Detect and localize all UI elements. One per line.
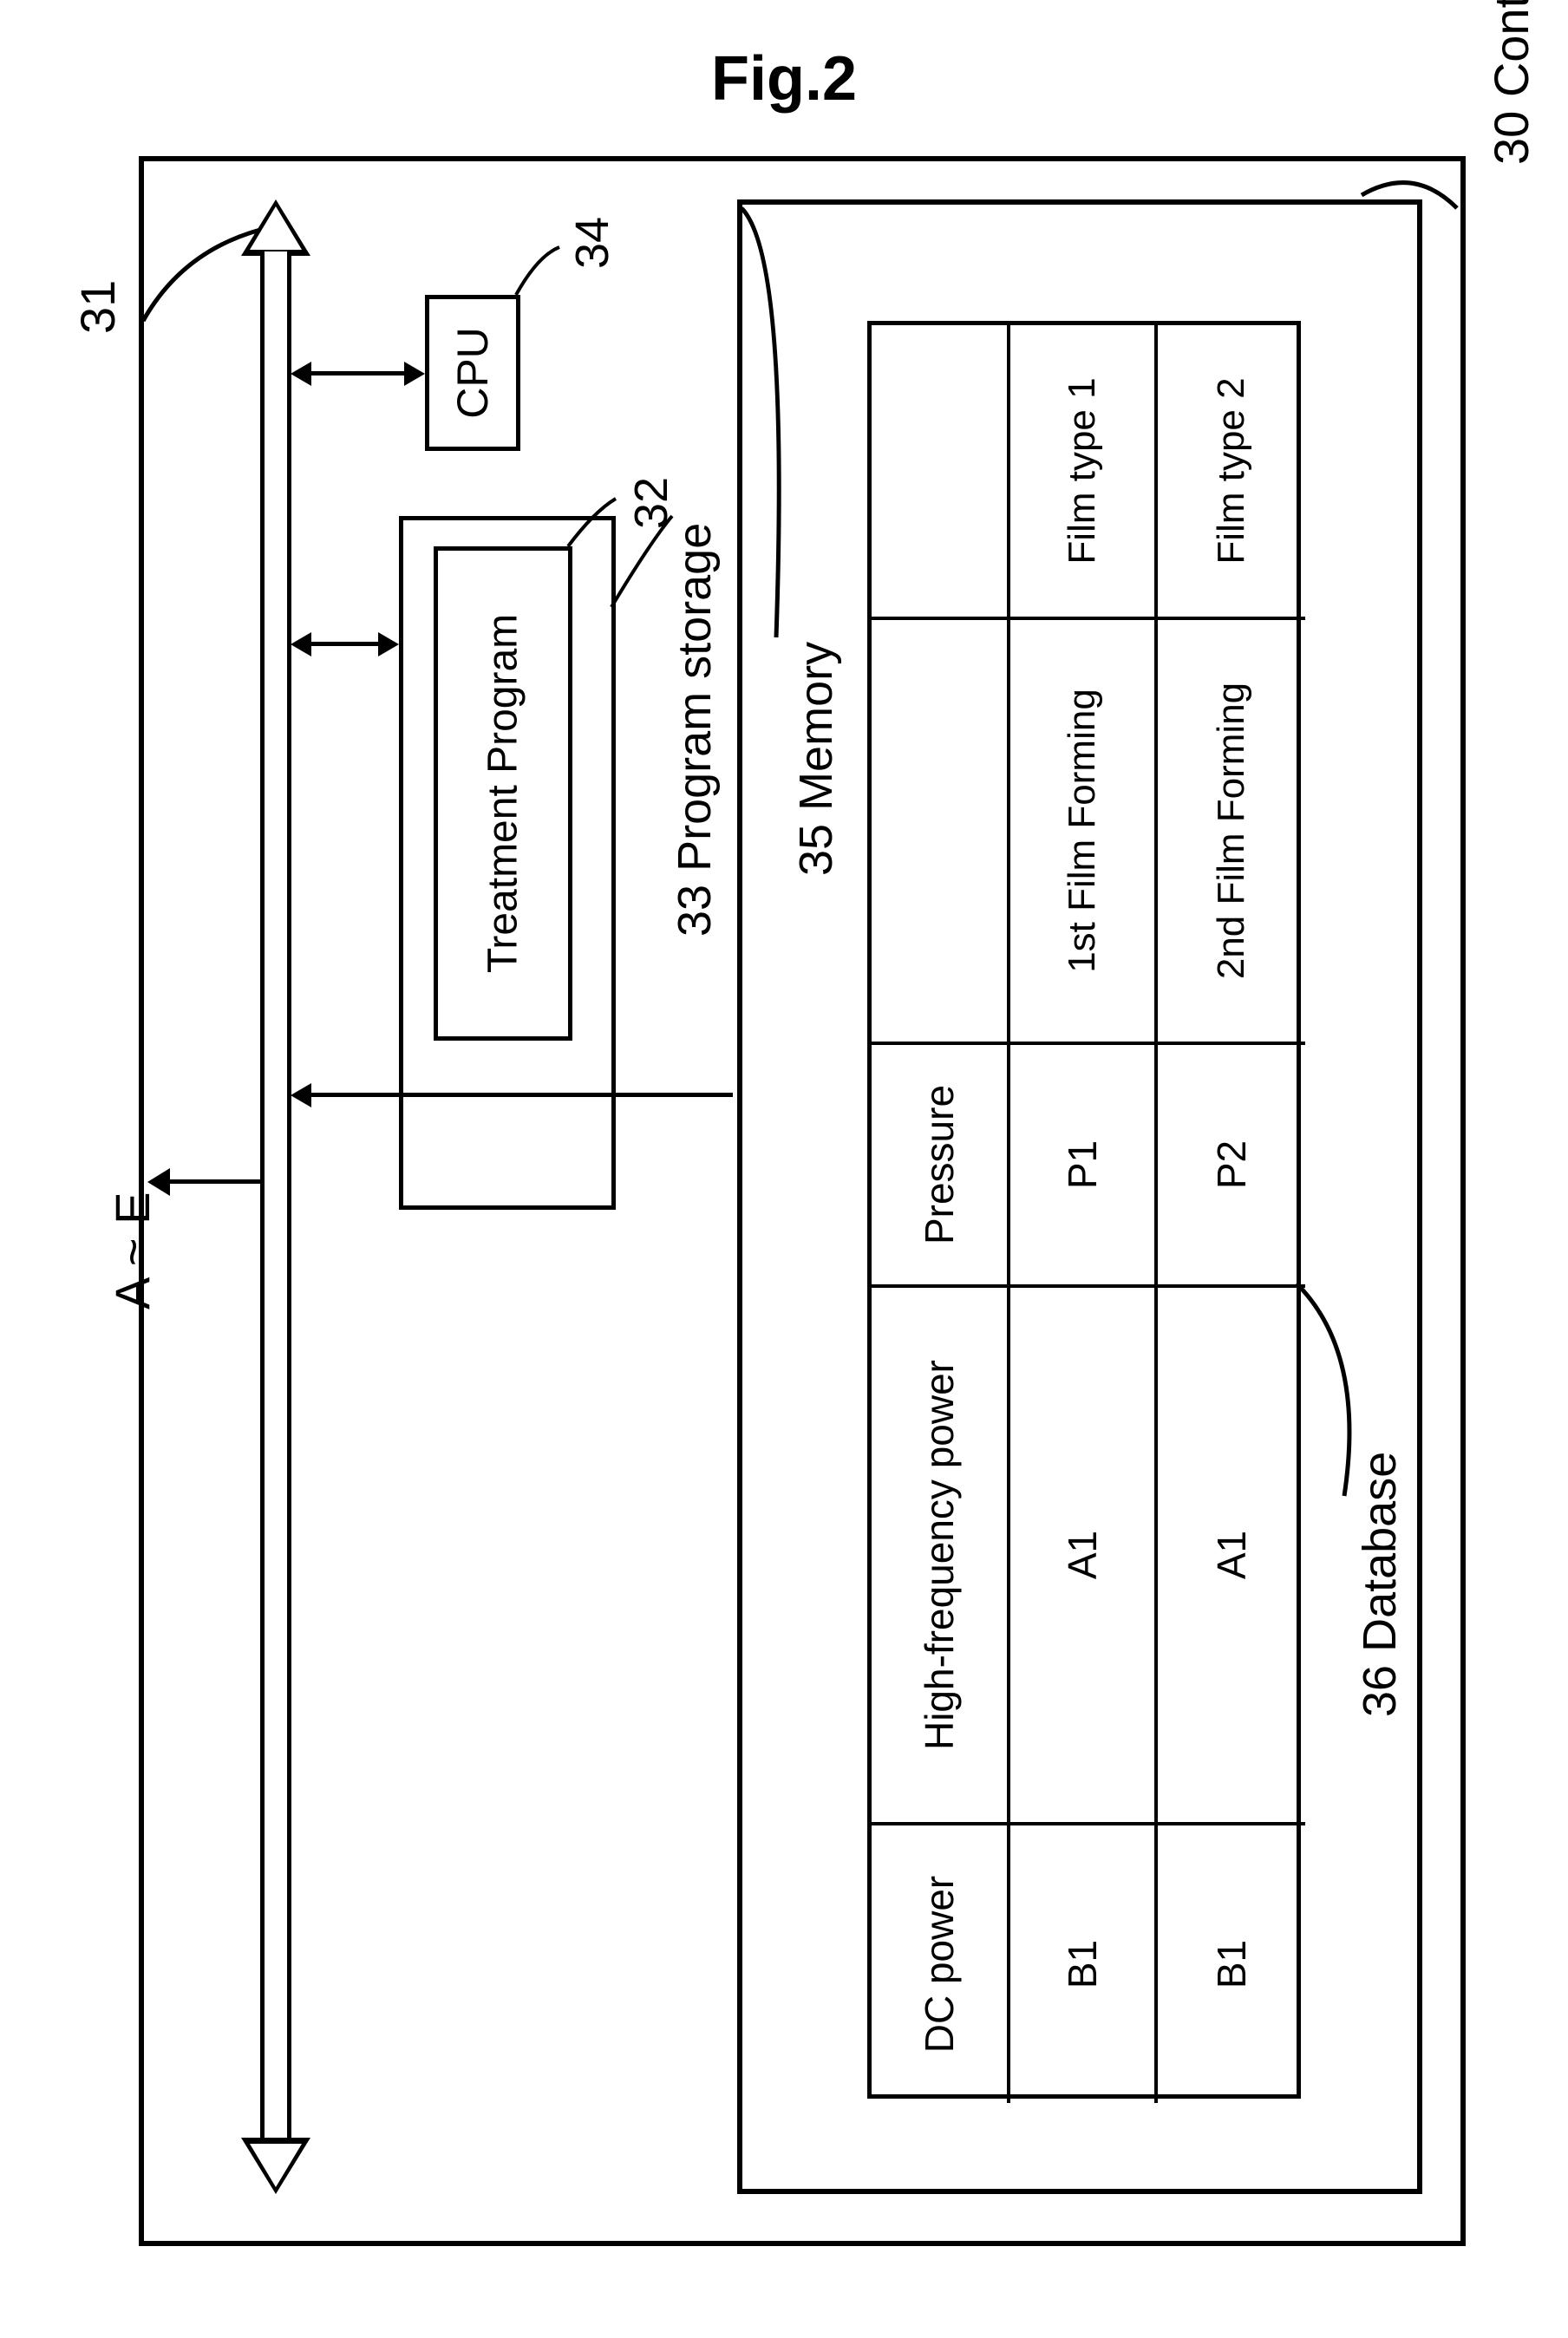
table-cell: Film type 2 [1158,325,1305,617]
leader-35 [742,204,828,655]
label-cpu-num: 34 [565,217,619,269]
table-cell: A1 [1010,1288,1158,1822]
header-text: DC power [916,1876,963,2054]
arrow-bus-progstore [308,642,382,646]
external-connector-line [165,1179,260,1184]
cell-text: P1 [1059,1140,1106,1189]
table-col-step: 1st Film Forming 2nd Film Forming [872,620,1305,1045]
header-text: High-frequency power [916,1360,963,1750]
table-header-hfpower: High-frequency power [872,1288,1010,1822]
cell-text: P2 [1208,1140,1255,1189]
cell-text: 1st Film Forming [1061,689,1104,973]
table-col-pressure: Pressure P1 P2 [872,1045,1305,1288]
table-header-dcpower: DC power [872,1825,1010,2103]
treatment-program-box: Treatment Program [434,546,572,1041]
table-cell: P2 [1158,1045,1305,1284]
table-header-blank [872,620,1010,1042]
cell-text: B1 [1059,1940,1106,1989]
database-table: Film type 1 Film type 2 1st Film Forming… [867,321,1301,2099]
arrow-bus-cpu [308,371,408,376]
table-cell: P1 [1010,1045,1158,1284]
bus-arrow [260,199,291,2194]
label-control-unit: 30 Control unit [1483,0,1539,165]
table-header-blank [872,325,1010,617]
header-text: Pressure [916,1085,963,1244]
label-bus: 31 [69,280,126,334]
arrow-memory-bus [308,1093,733,1097]
cell-text: Film type 1 [1061,377,1104,564]
table-col-hfpower: High-frequency power A1 A1 [872,1288,1305,1825]
label-database: 36 Database [1353,1452,1407,1717]
label-program-storage: 33 Program storage [668,523,722,937]
table-cell: B1 [1158,1825,1305,2103]
figure-title: Fig.2 [711,43,857,114]
cpu-box: CPU [425,295,520,451]
table-col-filmtype: Film type 1 Film type 2 [872,325,1305,620]
table-col-dcpower: DC power B1 B1 [872,1825,1305,2103]
table-header-pressure: Pressure [872,1045,1010,1284]
label-external: A ~ E [104,1192,160,1309]
cell-text: 2nd Film Forming [1210,682,1253,979]
treatment-program-text: Treatment Program [480,614,527,973]
table-cell: 2nd Film Forming [1158,620,1305,1042]
cell-text: B1 [1208,1940,1255,1989]
table-cell: A1 [1158,1288,1305,1822]
label-memory: 35 Memory [789,642,843,876]
cell-text: A1 [1208,1531,1255,1579]
table-cell: Film type 1 [1010,325,1158,617]
table-cell: 1st Film Forming [1010,620,1158,1042]
cell-text: Film type 2 [1210,377,1253,564]
figure-page: Fig.2 30 Control unit 31 A ~ E CPU 34 33… [35,35,1533,2303]
cell-text: A1 [1059,1531,1106,1579]
table-cell: B1 [1010,1825,1158,2103]
label-treatment-num: 32 [624,477,678,529]
cpu-text: CPU [448,327,498,419]
leader-31 [130,225,269,338]
